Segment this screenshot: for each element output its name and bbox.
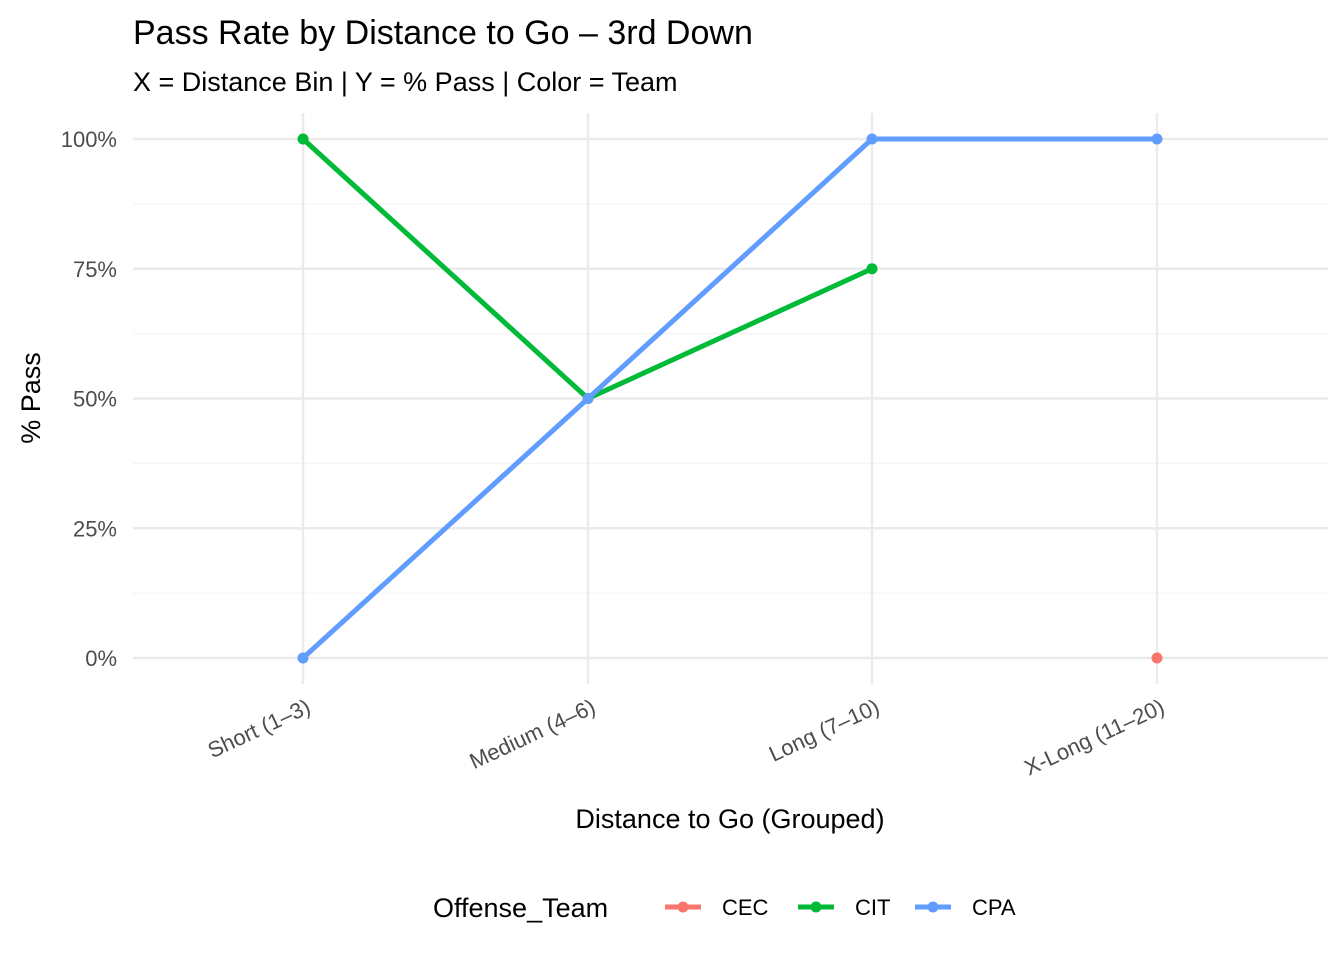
legend-title: Offense_Team <box>433 893 608 923</box>
x-axis-title: Distance to Go (Grouped) <box>575 804 884 834</box>
data-point-cpa <box>1151 133 1163 145</box>
y-tick-label: 0% <box>85 646 117 671</box>
y-tick-label: 100% <box>61 127 117 152</box>
x-tick-label: Long (7–10) <box>765 694 883 767</box>
legend: Offense_Team CEC CIT CPA <box>433 893 1016 923</box>
legend-label: CEC <box>722 895 769 920</box>
series-cpa <box>297 133 1163 664</box>
chart-subtitle: X = Distance Bin | Y = % Pass | Color = … <box>133 67 678 97</box>
y-tick-label: 50% <box>73 387 117 412</box>
y-axis-ticks: 0% 25% 50% 75% 100% <box>61 127 117 671</box>
x-axis-ticks: Short (1–3) Medium (4–6) Long (7–10) X-Long… <box>204 694 1168 781</box>
legend-item-cec: CEC <box>665 895 769 920</box>
legend-key-point <box>927 901 939 913</box>
data-point-cpa <box>866 133 878 145</box>
data-point-cec <box>1151 652 1163 664</box>
y-tick-label: 25% <box>73 516 117 541</box>
series-line-cpa <box>301 136 1157 660</box>
data-point-cpa <box>582 393 594 404</box>
legend-key-point <box>810 901 822 913</box>
x-tick-label: Medium (4–6) <box>466 694 600 774</box>
data-point-cit <box>866 263 878 275</box>
legend-key-point <box>677 901 689 913</box>
legend-item-cpa: CPA <box>915 895 1016 920</box>
data-point-cit <box>297 133 309 145</box>
chart-title: Pass Rate by Distance to Go – 3rd Down <box>133 14 753 52</box>
legend-item-cit: CIT <box>798 895 890 920</box>
x-tick-label: X-Long (11–20) <box>1020 694 1168 781</box>
y-axis-title: % Pass <box>16 352 46 444</box>
x-tick-label: Short (1–3) <box>204 694 314 763</box>
legend-label: CPA <box>972 895 1016 920</box>
legend-label: CIT <box>855 895 890 920</box>
series-lines <box>297 133 1163 664</box>
grid-lines <box>133 113 1328 684</box>
data-point-cpa <box>297 652 309 664</box>
series-cec <box>1151 652 1163 664</box>
y-tick-label: 75% <box>73 257 117 282</box>
